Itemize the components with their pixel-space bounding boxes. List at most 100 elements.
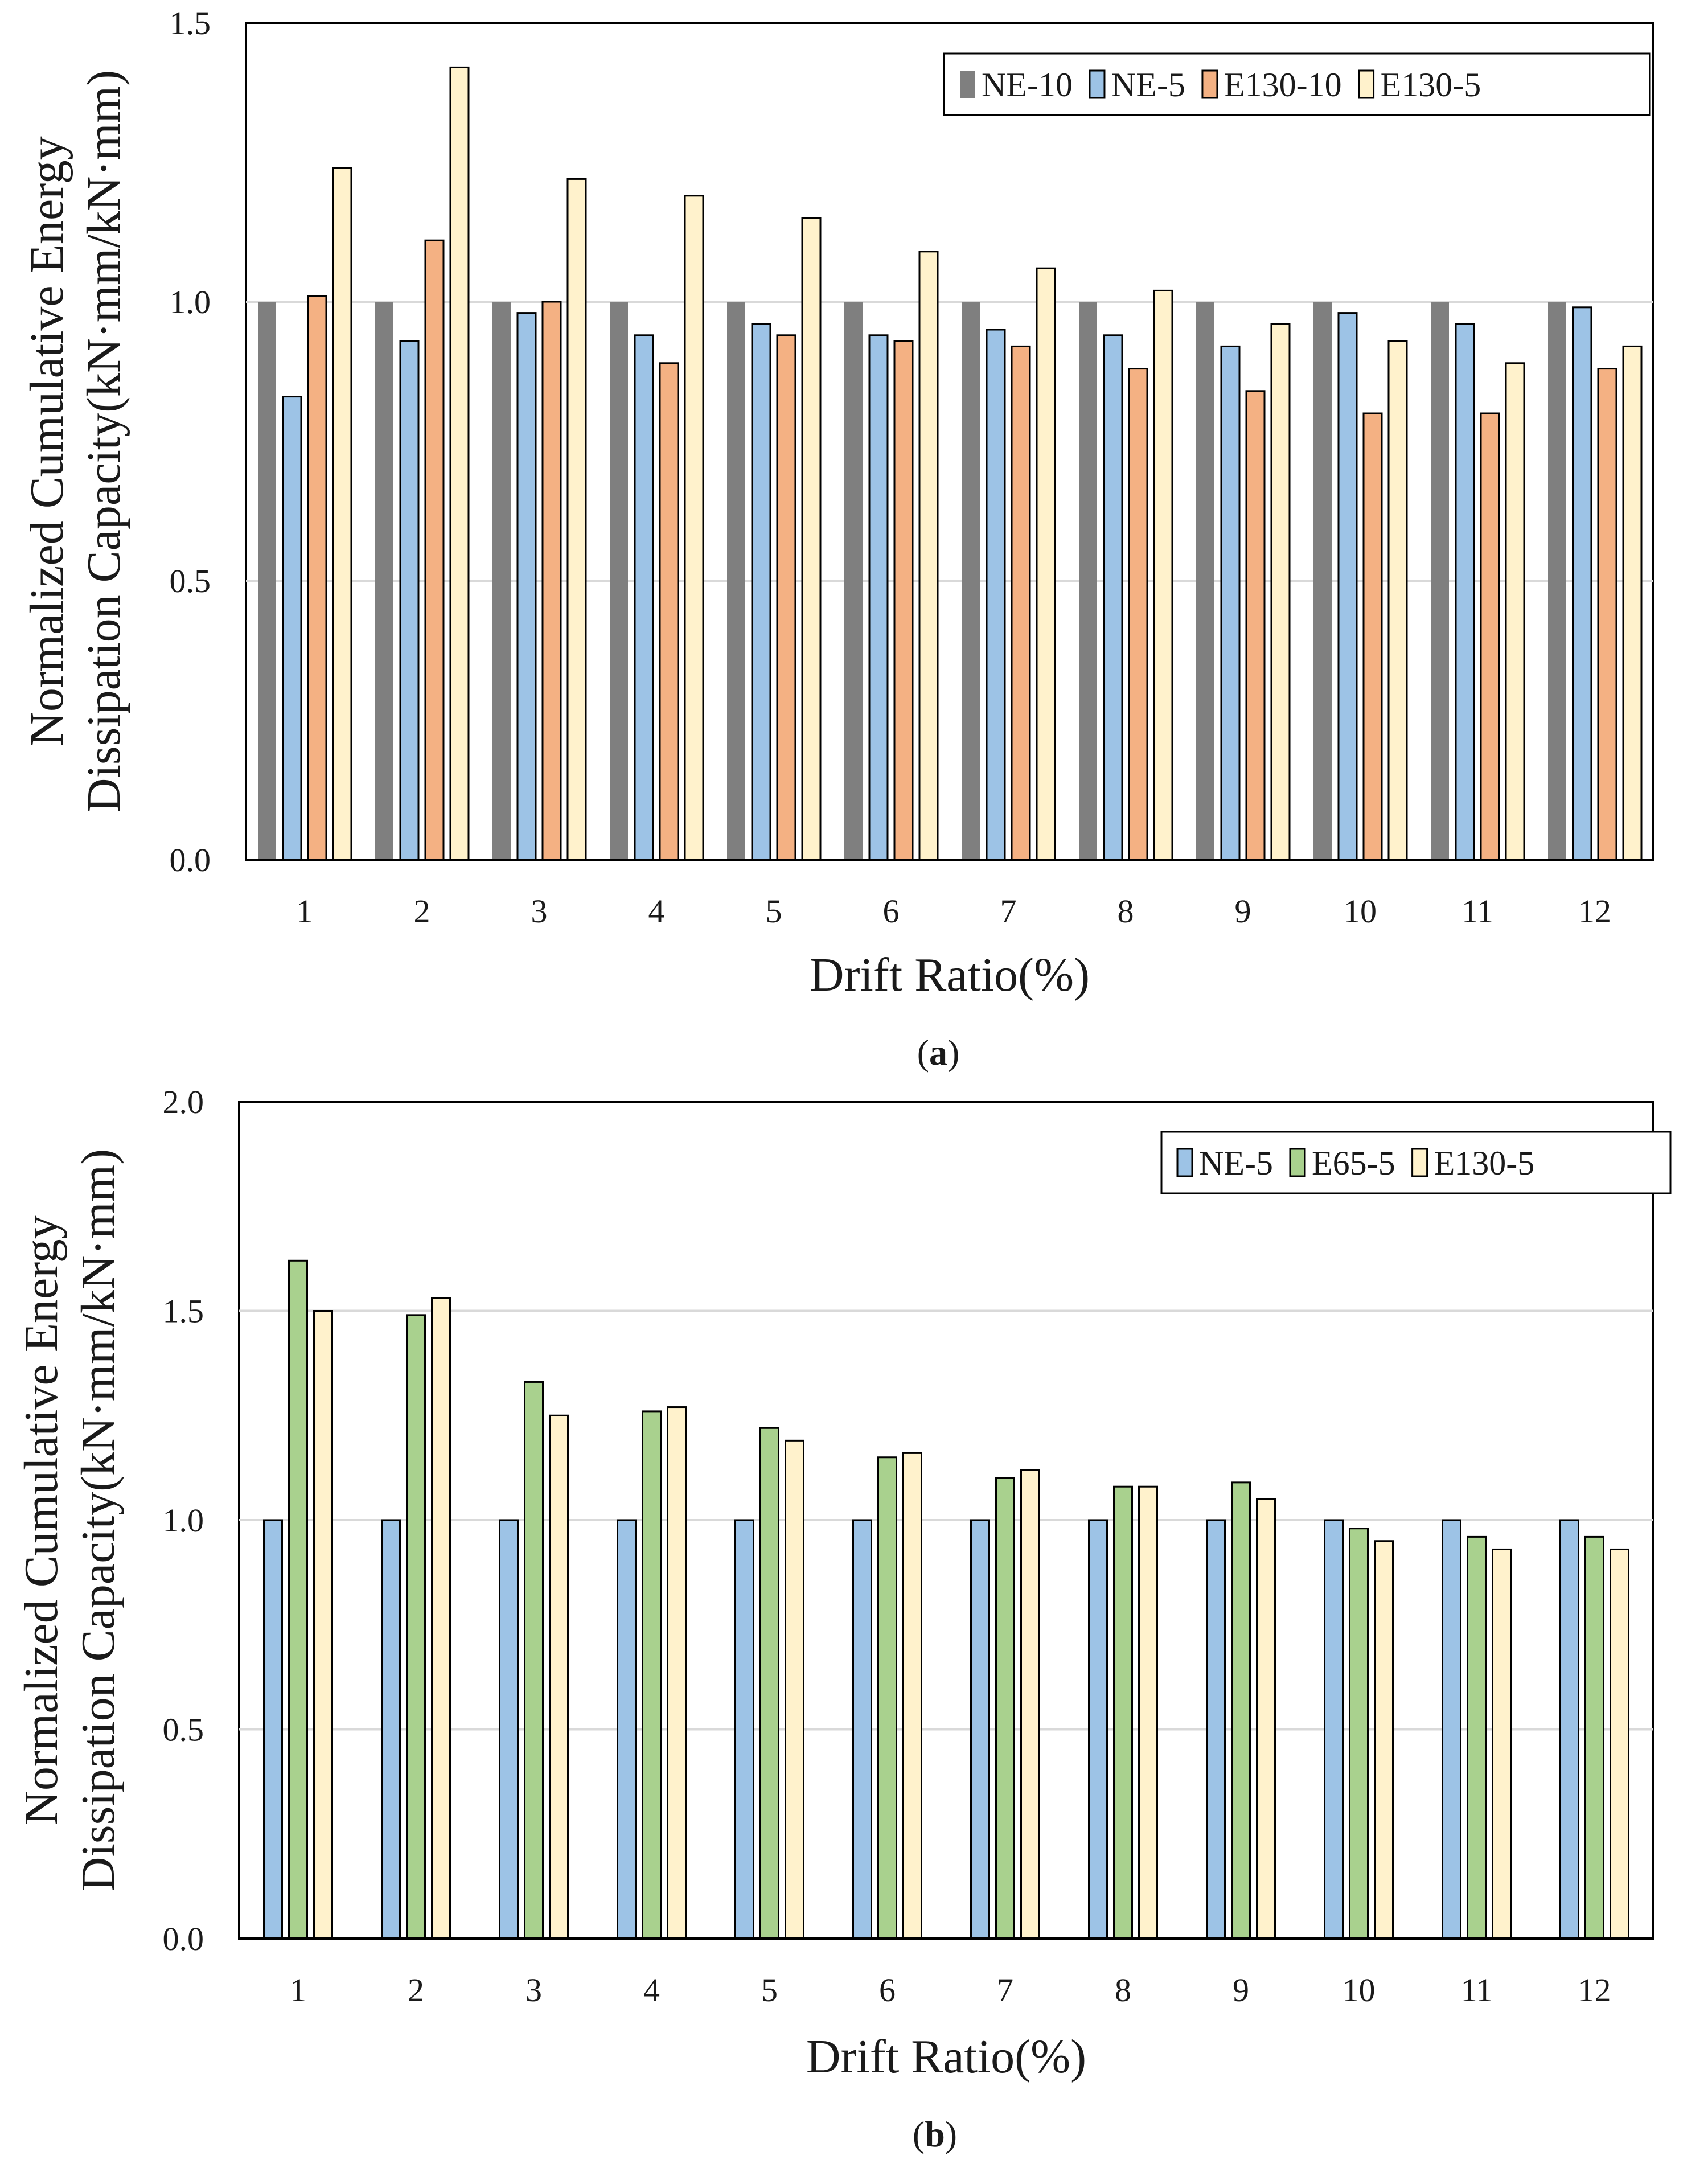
bar: [852, 1519, 872, 1940]
bar: [617, 1519, 637, 1940]
legend-label: E65-5: [1312, 1144, 1395, 1182]
panel-paren: ): [947, 1032, 959, 1073]
x-tick-label: 7: [997, 1972, 1013, 2009]
bar: [1103, 334, 1123, 861]
y-axis-title: Dissipation Capacity(kN·mm/kN·mm): [72, 1149, 125, 1891]
bar: [1206, 1519, 1226, 1940]
bar: [776, 334, 796, 861]
x-tick-label: 8: [1118, 893, 1134, 930]
y-axis-title: Dissipation Capacity(kN·mm/kN·mm): [77, 70, 130, 812]
bar: [431, 1297, 451, 1940]
bar: [1036, 267, 1056, 861]
legend-label: NE-5: [1111, 66, 1185, 104]
bar: [1324, 1519, 1344, 1940]
bar: [1088, 1519, 1108, 1940]
bar: [566, 178, 587, 861]
bar: [785, 1439, 804, 1940]
y-tick-label: 1.0: [170, 284, 211, 321]
bar: [492, 302, 511, 860]
panel-caption: (b): [913, 2114, 957, 2154]
bar: [424, 239, 445, 861]
bar: [659, 362, 679, 861]
x-tick-label: 5: [766, 893, 782, 930]
x-tick-label: 4: [648, 893, 665, 930]
legend-label: NE-10: [982, 66, 1073, 104]
bar: [381, 1519, 401, 1940]
legend-swatch: [1289, 1148, 1306, 1177]
bar: [406, 1314, 426, 1940]
panel-paren: (: [917, 1032, 929, 1073]
y-tick-label: 0.5: [170, 562, 211, 600]
bar: [1610, 1548, 1629, 1940]
bar: [1079, 302, 1097, 860]
legend-label: E130-5: [1434, 1144, 1535, 1182]
x-tick-label: 12: [1578, 1972, 1611, 2009]
y-tick-label: 2.0: [163, 1083, 204, 1120]
legend-label: E130-10: [1224, 66, 1342, 104]
x-tick-label: 2: [408, 1972, 424, 2009]
y-tick-label: 1.5: [170, 5, 211, 42]
plot-frame: [245, 22, 1654, 861]
bar: [877, 1456, 897, 1940]
bar: [995, 1477, 1015, 1940]
x-tick-label: 10: [1342, 1972, 1376, 2009]
legend-swatch: [960, 71, 975, 98]
y-tick-label: 1.5: [163, 1293, 204, 1330]
bar: [263, 1519, 283, 1940]
panel-caption: (a): [917, 1032, 960, 1073]
x-tick-label: 5: [761, 1972, 778, 2009]
bar: [1256, 1498, 1276, 1940]
bar: [1196, 302, 1214, 860]
bar: [258, 302, 276, 860]
legend-swatch: [1176, 1148, 1193, 1177]
bar: [1492, 1548, 1512, 1940]
bar: [1245, 390, 1266, 861]
bar: [902, 1452, 922, 1940]
x-tick-label: 1: [297, 893, 313, 930]
bar: [1584, 1535, 1604, 1940]
legend-swatch: [1201, 69, 1218, 99]
bar: [634, 334, 654, 861]
x-tick-label: 9: [1235, 893, 1251, 930]
y-tick-label: 0.5: [163, 1711, 204, 1748]
bar: [288, 1259, 308, 1940]
panel-letter: b: [925, 2114, 945, 2154]
x-tick-label: 2: [414, 893, 430, 930]
bar: [399, 340, 420, 861]
x-tick-label: 3: [531, 893, 548, 930]
x-tick-label: 3: [525, 1972, 542, 2009]
bar: [1270, 323, 1291, 861]
bar: [751, 323, 771, 861]
x-tick-label: 8: [1115, 1972, 1131, 2009]
legend-label: NE-5: [1199, 1144, 1273, 1182]
bar: [1548, 302, 1566, 860]
bar: [1153, 289, 1173, 861]
bar: [610, 302, 628, 860]
bar: [734, 1519, 754, 1940]
bar: [1387, 340, 1408, 861]
x-tick-label: 10: [1344, 893, 1377, 930]
panel-paren: ): [945, 2114, 957, 2154]
bar: [684, 195, 704, 861]
bar: [667, 1406, 687, 1940]
bar: [1505, 362, 1525, 861]
bar: [986, 329, 1006, 861]
bar: [962, 302, 980, 860]
x-axis-title: Drift Ratio(%): [806, 2030, 1086, 2083]
bar: [524, 1381, 544, 1940]
bar: [642, 1410, 662, 1940]
x-axis-title: Drift Ratio(%): [810, 948, 1090, 1001]
x-tick-label: 1: [290, 1972, 306, 2009]
x-tick-label: 11: [1461, 893, 1493, 930]
bar: [727, 302, 745, 860]
bar: [313, 1310, 333, 1940]
panel-paren: (: [913, 2114, 925, 2154]
bar: [1020, 1469, 1040, 1940]
bar: [1455, 323, 1475, 861]
bar: [1622, 345, 1643, 861]
bar: [1374, 1540, 1394, 1940]
bar: [1113, 1485, 1133, 1940]
